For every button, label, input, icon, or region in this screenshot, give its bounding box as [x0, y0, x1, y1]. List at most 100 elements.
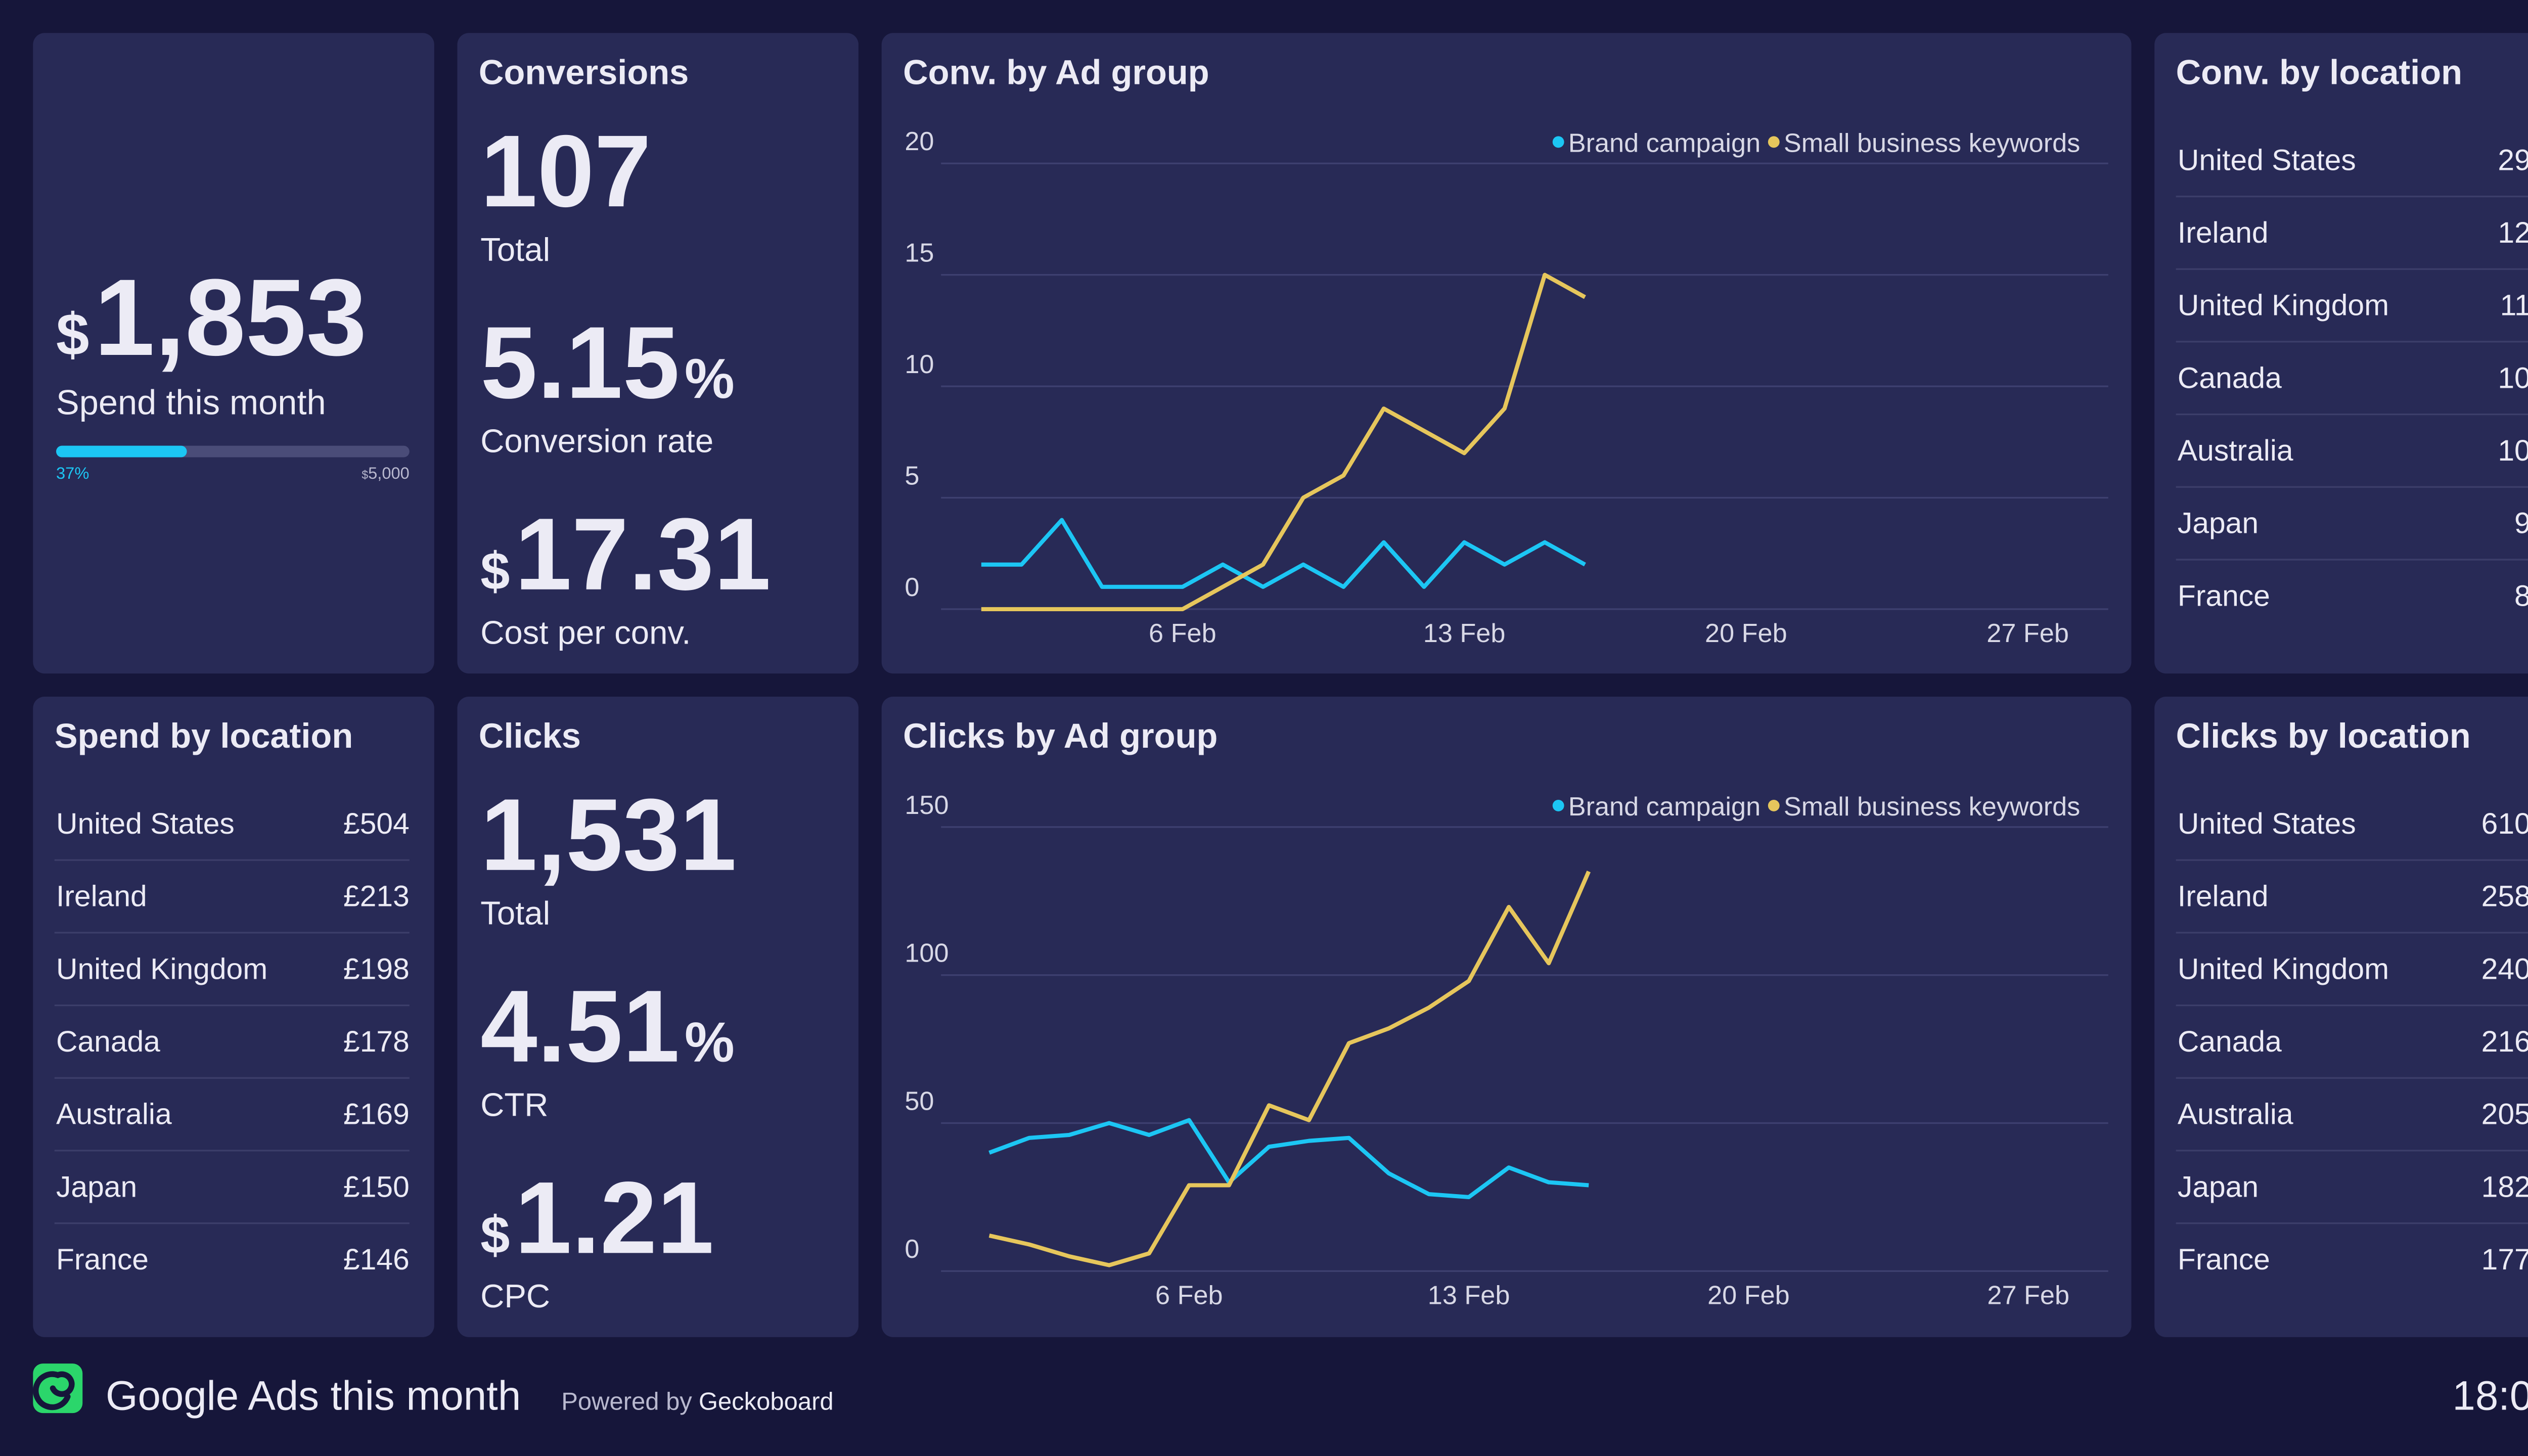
row-name: Canada	[2178, 1025, 2282, 1058]
x-tick-label: 20 Feb	[1707, 1281, 1790, 1310]
legend-label: Small business keywords	[1784, 128, 2080, 158]
row-value: £146	[343, 1243, 410, 1276]
chart-title: Conv. by Ad group	[903, 53, 1209, 92]
metric-label: Cost per conv.	[480, 614, 691, 651]
currency: $	[362, 468, 368, 481]
x-tick-label: 13 Feb	[1423, 619, 1506, 648]
value: 4.51	[480, 969, 680, 1083]
row-name: Australia	[2178, 1098, 2293, 1131]
row-name: United States	[56, 807, 235, 840]
metric-label: Total	[480, 895, 550, 932]
powered-by: Powered by Geckoboard	[561, 1388, 833, 1416]
row-value: 8	[2514, 579, 2528, 612]
series-line	[981, 518, 1586, 589]
series-line	[981, 272, 1586, 611]
row-value: 12	[2498, 216, 2528, 249]
row-value: £504	[343, 807, 410, 840]
row-value: 177	[2481, 1243, 2528, 1276]
chart-title: Clicks by Ad group	[903, 716, 1217, 755]
x-tick-label: 20 Feb	[1705, 619, 1787, 648]
metric-value: $17.31	[480, 497, 771, 611]
row-name: Canada	[2178, 361, 2282, 394]
value: 5,000	[368, 464, 410, 482]
y-tick-label: 150	[905, 791, 949, 820]
progress-fill	[56, 445, 187, 458]
card-title: Spend by location	[55, 716, 353, 755]
currency: $	[480, 1205, 510, 1264]
legend-dot	[1768, 800, 1780, 811]
currency: $	[56, 301, 89, 368]
row-value: 258	[2481, 880, 2528, 913]
y-tick-label: 15	[905, 239, 934, 268]
row-name: United Kingdom	[56, 952, 267, 985]
clicks-card	[457, 696, 859, 1337]
row-name: Australia	[2178, 434, 2293, 467]
row-name: Japan	[2178, 1170, 2259, 1203]
row-name: Ireland	[2178, 216, 2269, 249]
value: 1,853	[94, 256, 367, 378]
metric-value: 107	[480, 114, 651, 228]
value: 1.21	[515, 1160, 714, 1275]
legend-dot	[1552, 800, 1564, 811]
row-name: France	[2178, 579, 2270, 612]
currency: $	[480, 542, 510, 601]
logo	[33, 1363, 83, 1414]
row-value: 182	[2481, 1170, 2528, 1203]
row-value: £169	[343, 1098, 410, 1131]
metric-label: CTR	[480, 1086, 548, 1123]
unit: %	[685, 347, 735, 410]
legend-label: Small business keywords	[1784, 792, 2080, 822]
row-name: United States	[2178, 144, 2356, 176]
row-name: Australia	[56, 1098, 172, 1131]
spend-value: $1,853	[56, 256, 367, 378]
row-name: Ireland	[2178, 880, 2269, 913]
row-name: Ireland	[56, 880, 147, 913]
spend-card	[33, 33, 434, 674]
row-name: Japan	[56, 1170, 137, 1203]
card-title: Conversions	[479, 53, 689, 92]
x-tick-label: 6 Feb	[1155, 1281, 1223, 1310]
row-value: £150	[343, 1170, 410, 1203]
target-label: $5,000	[362, 464, 409, 482]
series-line	[988, 871, 1591, 1267]
row-value: £213	[343, 880, 410, 913]
metric-value: $1.21	[480, 1160, 714, 1275]
y-tick-label: 20	[905, 127, 934, 156]
spend-location-card	[33, 696, 434, 1337]
value: 107	[480, 114, 651, 228]
metric-value: 4.51%	[480, 969, 735, 1083]
metric-value: 1,531	[480, 778, 737, 892]
y-tick-label: 0	[905, 1235, 919, 1264]
progress-label: 37%	[56, 464, 89, 482]
conversions-card	[457, 33, 859, 674]
row-value: £178	[343, 1025, 410, 1058]
y-tick-label: 50	[905, 1086, 934, 1116]
metric-label: CPC	[480, 1278, 550, 1314]
row-value: 240	[2481, 952, 2528, 985]
row-name: France	[56, 1243, 149, 1276]
spend-label: Spend this month	[56, 383, 326, 422]
legend-label: Brand campaign	[1568, 128, 1760, 158]
clicks-location-card	[2154, 696, 2528, 1337]
series-line	[988, 1118, 1589, 1199]
legend-dot	[1768, 136, 1780, 148]
row-value: 216	[2481, 1025, 2528, 1058]
metric-label: Conversion rate	[480, 423, 713, 460]
row-name: Japan	[2178, 507, 2259, 540]
x-tick-label: 13 Feb	[1428, 1281, 1510, 1310]
card-title: Conv. by location	[2176, 53, 2462, 92]
y-tick-label: 0	[905, 573, 919, 602]
y-tick-label: 100	[905, 939, 949, 968]
y-tick-label: 5	[905, 461, 919, 490]
powered-by-text: Powered by	[561, 1388, 692, 1416]
row-value: 610	[2481, 807, 2528, 840]
x-tick-label: 6 Feb	[1149, 619, 1216, 648]
card-title: Clicks by location	[2176, 716, 2471, 755]
row-value: 9	[2514, 507, 2528, 540]
y-tick-label: 10	[905, 350, 934, 379]
row-name: United Kingdom	[2178, 289, 2389, 322]
card-title: Clicks	[479, 716, 581, 755]
row-value: 29	[2498, 144, 2528, 176]
value: 17.31	[515, 497, 771, 611]
